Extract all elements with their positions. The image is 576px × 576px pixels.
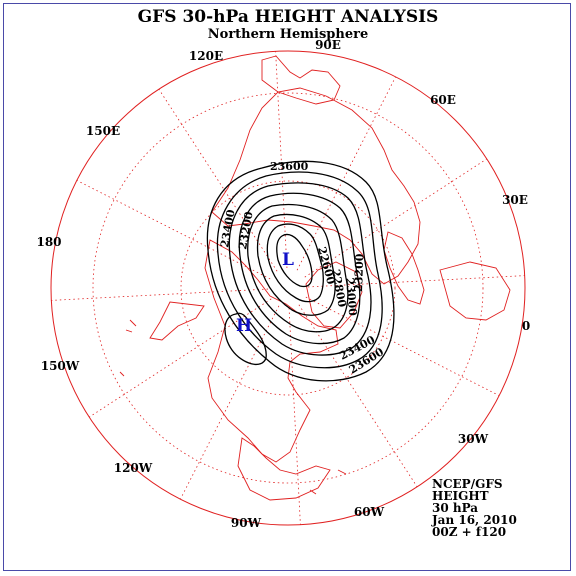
meridian-line <box>304 158 487 278</box>
longitude-label-0: 0 <box>521 319 531 333</box>
contour-label-23200-right: 23200 <box>352 253 366 292</box>
map-subtitle: Northern Hemisphere <box>207 27 369 42</box>
coastline-central-america <box>237 437 331 501</box>
map-title: GFS 30-hPa HEIGHT ANALYSIS <box>137 7 439 27</box>
longitude-label-150w: 150W <box>40 359 80 373</box>
longitude-label-30w: 30W <box>457 432 489 446</box>
low-pressure-center: L <box>282 250 294 270</box>
contour-23200 <box>228 182 372 356</box>
meridian-line <box>180 305 280 500</box>
coastline-alaska <box>149 301 205 341</box>
contour-23600-outer <box>206 160 395 382</box>
longitude-label-120w: 120W <box>113 461 153 475</box>
longitude-label-120e: 120E <box>188 49 224 63</box>
contour-label-23200-left: 23200 <box>236 210 256 250</box>
contour-23400 <box>216 171 383 369</box>
plot-frame <box>3 3 571 571</box>
info-run: 00Z + f120 <box>432 525 507 539</box>
meridian-line <box>296 76 396 271</box>
contour-label-23600-top: 23600 <box>270 160 309 173</box>
coastline-asia <box>261 55 341 105</box>
meridian-line <box>76 180 271 280</box>
longitude-label-60w: 60W <box>353 505 385 519</box>
longitude-label-150e: 150E <box>85 124 121 138</box>
info-level: 30 hPa <box>432 501 479 515</box>
contour-22600 <box>256 213 336 316</box>
longitude-label-30e: 30E <box>502 193 528 207</box>
longitude-label-60e: 60E <box>430 93 456 107</box>
contour-label-23000: 23000 <box>343 277 359 317</box>
contour-high-cell <box>224 312 267 366</box>
contour-22400 <box>266 223 324 303</box>
meridian-line <box>298 304 418 487</box>
longitude-label-90e: 90E <box>315 38 341 52</box>
meridian-line <box>275 51 288 269</box>
contour-22800 <box>247 203 349 333</box>
contour-labels: 23600 23400 23200 22600 22800 23000 2320… <box>218 160 386 377</box>
longitude-label-180: 180 <box>36 235 62 249</box>
coastline-greenland <box>305 261 363 329</box>
meridian-line <box>305 296 500 396</box>
height-contours <box>206 160 395 382</box>
info-source: NCEP/GFS <box>432 477 503 491</box>
contour-label-23400-left: 23400 <box>218 208 238 248</box>
contour-22200 <box>276 233 313 288</box>
info-date: Jan 16, 2010 <box>432 513 517 527</box>
meridian-line <box>307 275 525 288</box>
meridian-line <box>51 288 269 301</box>
coastline-eurasia <box>211 87 421 285</box>
latitude-circle-30 <box>92 92 484 484</box>
latitude-circle-60 <box>180 180 396 396</box>
high-pressure-center: H <box>235 316 253 336</box>
longitude-label-90w: 90W <box>230 516 262 530</box>
coastline-islands <box>119 319 347 495</box>
hemisphere-boundary <box>50 50 526 526</box>
coastlines <box>119 55 511 501</box>
contour-23000 <box>238 192 361 345</box>
coastline-africa <box>439 261 511 321</box>
coastline-europe <box>383 231 425 305</box>
meridian-line <box>288 307 301 525</box>
info-field: HEIGHT <box>432 489 489 503</box>
